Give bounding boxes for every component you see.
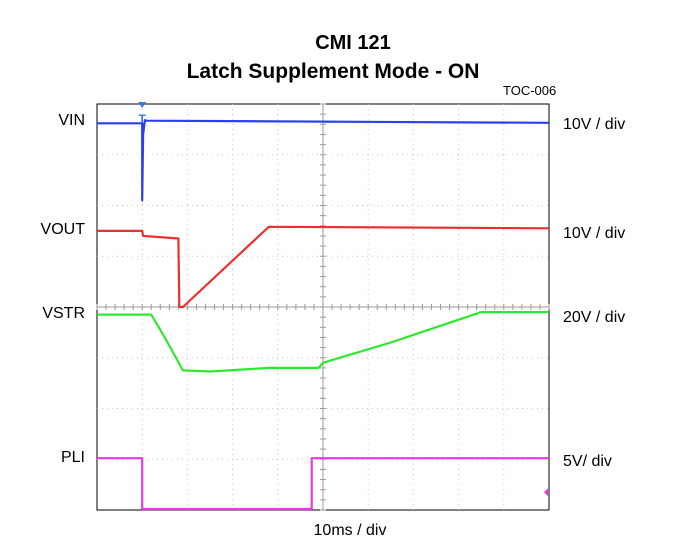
trigger-marker-icon [138,102,147,108]
channel-label-pli: PLI [60,449,85,467]
channel-label-vin: VIN [58,111,85,129]
channel-label-vstr: VSTR [42,304,85,322]
trigger-marker-label: T [139,112,147,126]
trace-vin [97,119,550,202]
trace-vout [97,225,550,309]
channel-scale-vout: 10V / div [563,224,626,242]
channel-scale-pli: 5V/ div [563,453,612,471]
chart-title-line2: Latch Supplement Mode - ON [186,60,480,83]
trace-vstr [97,311,549,373]
chart-title-line1: CMI 121 [315,32,391,54]
x-axis-scale-label: 10ms / div [313,522,387,539]
channel-label-vout: VOUT [40,220,85,238]
channel-scale-vstr: 20V / div [563,308,626,326]
figure-code: TOC-006 [503,83,557,98]
trace-pli [97,457,549,511]
pli-ref-marker-icon [544,488,548,497]
channel-scale-vin: 10V / div [563,115,626,133]
